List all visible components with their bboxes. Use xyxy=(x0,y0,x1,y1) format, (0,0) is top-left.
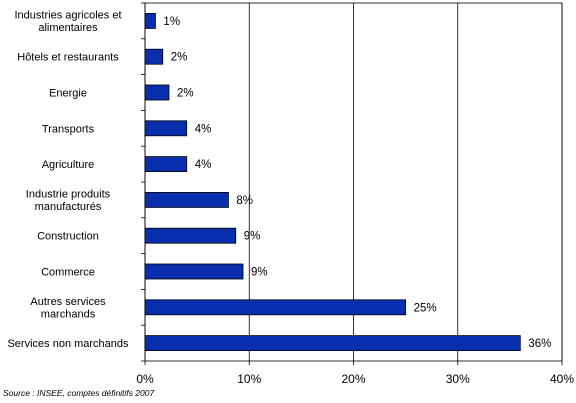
x-tick-label: 10% xyxy=(237,372,261,386)
bar xyxy=(144,335,521,352)
value-label: 9% xyxy=(244,231,261,243)
value-labels: 1% 2% 2% 4% 4% 8% 9% 9% 25% 36% xyxy=(163,16,551,350)
bar xyxy=(144,84,170,101)
category-label: Transports xyxy=(42,123,95,135)
x-tick-label: 30% xyxy=(446,372,470,386)
category-label: Industries agricoles et alimentaires xyxy=(15,10,122,35)
bar xyxy=(144,299,407,316)
category-label: Autres services marchands xyxy=(30,296,106,321)
value-label: 4% xyxy=(195,123,212,135)
value-label: 36% xyxy=(528,338,551,350)
bar xyxy=(144,156,188,173)
bar xyxy=(144,48,164,65)
bars xyxy=(144,12,521,352)
value-label: 8% xyxy=(236,195,253,207)
bar xyxy=(144,12,156,29)
bar xyxy=(144,191,229,208)
category-labels: Industries agricoles et alimentaires Hôtel… xyxy=(7,10,129,350)
category-label: Commerce xyxy=(41,267,95,279)
x-tick-label: 0% xyxy=(136,372,154,386)
category-label: Construction xyxy=(37,231,99,243)
x-tick-label: 20% xyxy=(341,372,365,386)
value-label: 1% xyxy=(163,16,180,28)
source-note: Source : INSEE, comptes définitifs 2007 xyxy=(3,388,155,398)
category-label: Services non marchands xyxy=(7,338,129,350)
category-label: Agriculture xyxy=(42,159,95,171)
category-label: Hôtels et restaurants xyxy=(17,52,119,64)
value-label: 25% xyxy=(414,302,437,314)
x-tick-label: 40% xyxy=(550,372,574,386)
value-label: 9% xyxy=(251,267,268,279)
bar xyxy=(144,263,244,280)
bar xyxy=(144,120,188,137)
value-label: 4% xyxy=(195,159,212,171)
value-label: 2% xyxy=(177,88,194,100)
value-label: 2% xyxy=(171,52,188,64)
category-label: Energie xyxy=(49,88,87,100)
category-label: Industrie produits manufacturés xyxy=(26,189,111,214)
bar xyxy=(144,227,237,244)
x-axis-tick-labels: 0% 10% 20% 30% 40% xyxy=(136,372,574,386)
